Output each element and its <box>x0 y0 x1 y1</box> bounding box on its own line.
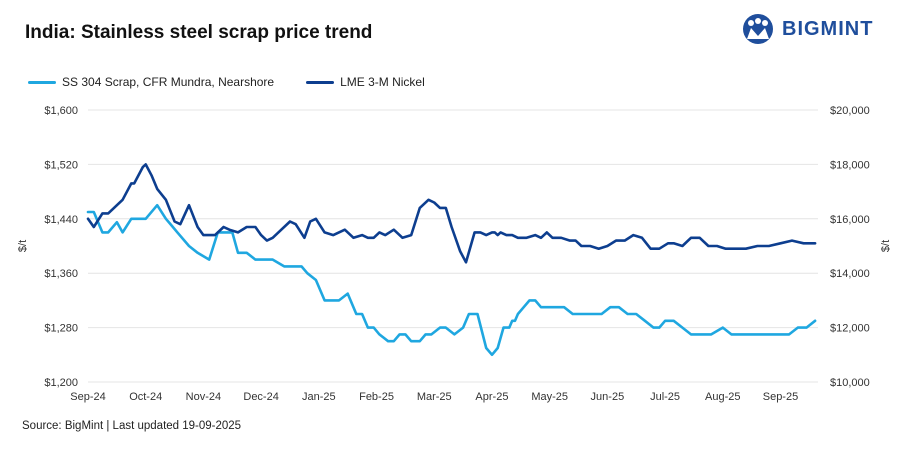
y-right-tick-label: $10,000 <box>830 377 870 389</box>
x-tick-label: Jan-25 <box>302 391 336 403</box>
y-left-tick-label: $1,600 <box>44 105 78 117</box>
series-line-lme-nickel <box>86 163 817 264</box>
y-right-tick-label: $18,000 <box>830 159 870 171</box>
bigmint-logo: BIGMINT <box>738 12 898 46</box>
y-right-axis-title: $/t <box>880 240 892 252</box>
y-right-tick-label: $14,000 <box>830 268 870 280</box>
x-tick-label: Feb-25 <box>359 391 394 403</box>
series-line-ss304-scrap <box>86 203 817 357</box>
legend-label-scrap: SS 304 Scrap, CFR Mundra, Nearshore <box>62 75 275 89</box>
legend-item-scrap: SS 304 Scrap, CFR Mundra, Nearshore <box>28 75 274 89</box>
x-tick-label: Oct-24 <box>129 391 162 403</box>
y-left-tick-label: $1,440 <box>44 214 78 226</box>
y-right-tick-label: $20,000 <box>830 105 870 117</box>
y-left-tick-label: $1,360 <box>44 268 78 280</box>
legend-swatch-nickel <box>306 80 335 84</box>
x-tick-label: Jun-25 <box>591 391 625 403</box>
y-right-tick-label: $12,000 <box>830 323 870 335</box>
legend-swatch-scrap <box>28 80 56 84</box>
y-left-tick-label: $1,280 <box>44 323 78 335</box>
x-tick-label: Mar-25 <box>417 391 452 403</box>
x-tick-label: Dec-24 <box>243 391 278 403</box>
y-right-tick-label: $16,000 <box>830 214 870 226</box>
x-tick-label: Aug-25 <box>705 391 740 403</box>
logo-text: BIGMINT <box>782 18 874 40</box>
bigmint-logo-icon <box>743 14 773 44</box>
chart-legend: SS 304 Scrap, CFR Mundra, Nearshore LME … <box>28 75 457 89</box>
chart-title: India: Stainless steel scrap price trend <box>25 22 373 43</box>
y-left-axis-title: $/t <box>17 240 29 252</box>
x-tick-label: Apr-25 <box>475 391 508 403</box>
y-left-tick-label: $1,520 <box>44 159 78 171</box>
legend-label-nickel: LME 3-M Nickel <box>340 75 425 89</box>
x-tick-label: May-25 <box>531 391 568 403</box>
legend-item-nickel: LME 3-M Nickel <box>306 75 425 89</box>
source-note: Source: BigMint | Last updated 19-09-202… <box>22 420 242 432</box>
x-tick-label: Sep-25 <box>763 391 798 403</box>
x-tick-label: Nov-24 <box>186 391 221 403</box>
x-tick-label: Sep-24 <box>70 391 105 403</box>
y-left-tick-label: $1,200 <box>44 377 78 389</box>
x-tick-label: Jul-25 <box>650 391 680 403</box>
